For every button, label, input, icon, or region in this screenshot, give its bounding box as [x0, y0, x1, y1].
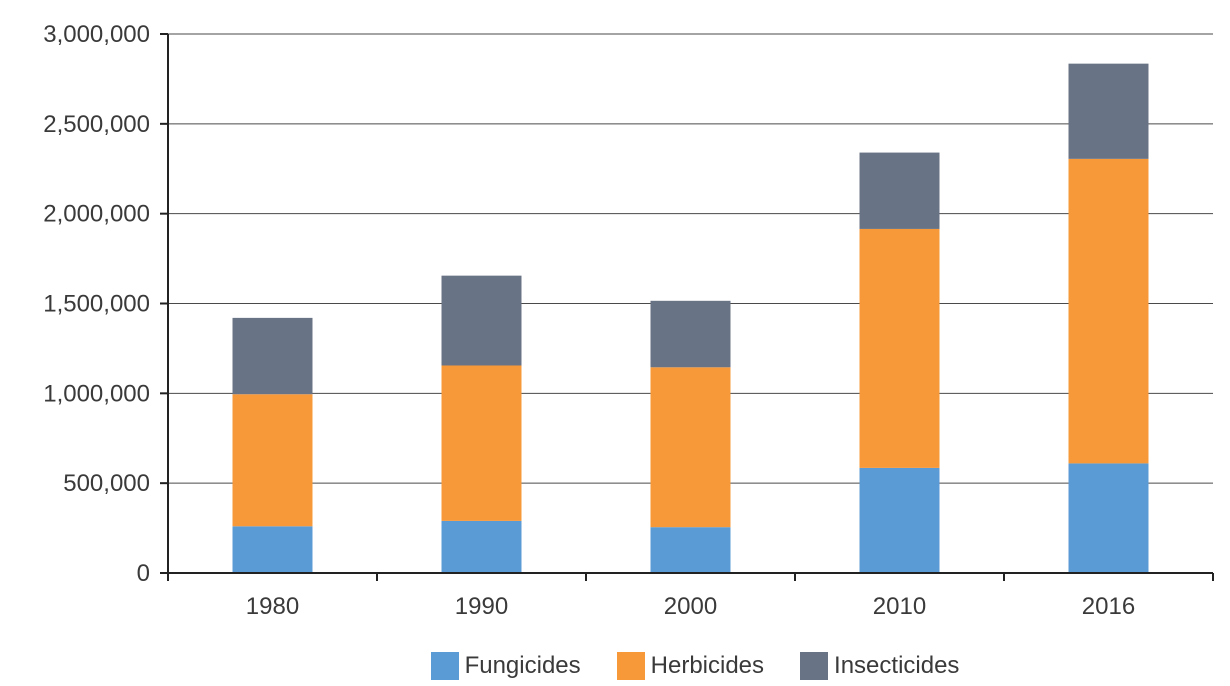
bar-insecticides-2010: [859, 152, 940, 229]
legend-label-herbicides: Herbicides: [650, 652, 765, 679]
y-tick-label: 1,000,000: [43, 380, 150, 407]
legend-swatch-fungicides: [430, 652, 459, 680]
y-tick-label: 500,000: [63, 470, 150, 497]
legend-swatch-insecticides: [800, 652, 829, 680]
legend-item-herbicides: Herbicides: [616, 652, 765, 680]
y-tick-label: 2,000,000: [43, 201, 150, 228]
axes: [160, 33, 1214, 581]
bars: [232, 63, 1149, 573]
y-tick-label: 2,500,000: [43, 111, 150, 138]
bar-fungicides-1980: [232, 526, 313, 573]
legend-swatch-herbicides: [616, 652, 645, 680]
legend-label-insecticides: Insecticides: [834, 652, 960, 679]
bar-insecticides-2000: [650, 300, 731, 368]
bar-insecticides-2016: [1068, 63, 1149, 159]
legend-item-insecticides: Insecticides: [800, 652, 959, 680]
bar-herbicides-2016: [1068, 158, 1149, 464]
legend-label-fungicides: Fungicides: [464, 652, 581, 679]
bar-insecticides-1990: [441, 275, 522, 366]
x-tick-label: 1980: [246, 593, 299, 620]
x-tick-label: 2000: [664, 593, 717, 620]
y-tick-labels: 0 500,000 1,000,000 1,500,000 2,000,000 2,500…: [43, 21, 150, 587]
x-tick-label: 1990: [455, 593, 508, 620]
bar-herbicides-1990: [441, 365, 522, 521]
x-tick-labels: 1980 1990 2000 2010 2016: [246, 593, 1135, 620]
y-tick-label: 3,000,000: [43, 21, 150, 48]
legend-item-fungicides: Fungicides: [430, 652, 581, 680]
x-tick-label: 2010: [873, 593, 926, 620]
bar-fungicides-1990: [441, 520, 522, 573]
bar-herbicides-1980: [232, 394, 313, 527]
bar-herbicides-2010: [859, 228, 940, 468]
y-tick-label: 1,500,000: [43, 291, 150, 318]
x-tick-label: 2016: [1082, 593, 1135, 620]
y-tick-label: 0: [137, 560, 150, 587]
bar-fungicides-2000: [650, 527, 731, 573]
bar-insecticides-1980: [232, 317, 313, 395]
stacked-bar-chart: 0 500,000 1,000,000 1,500,000 2,000,000 2,500…: [43, 21, 1214, 620]
legend: Fungicides Herbicides Insecticides: [80, 648, 1230, 684]
bar-fungicides-2010: [859, 467, 940, 573]
bar-herbicides-2000: [650, 367, 731, 528]
bar-fungicides-2016: [1068, 463, 1149, 573]
